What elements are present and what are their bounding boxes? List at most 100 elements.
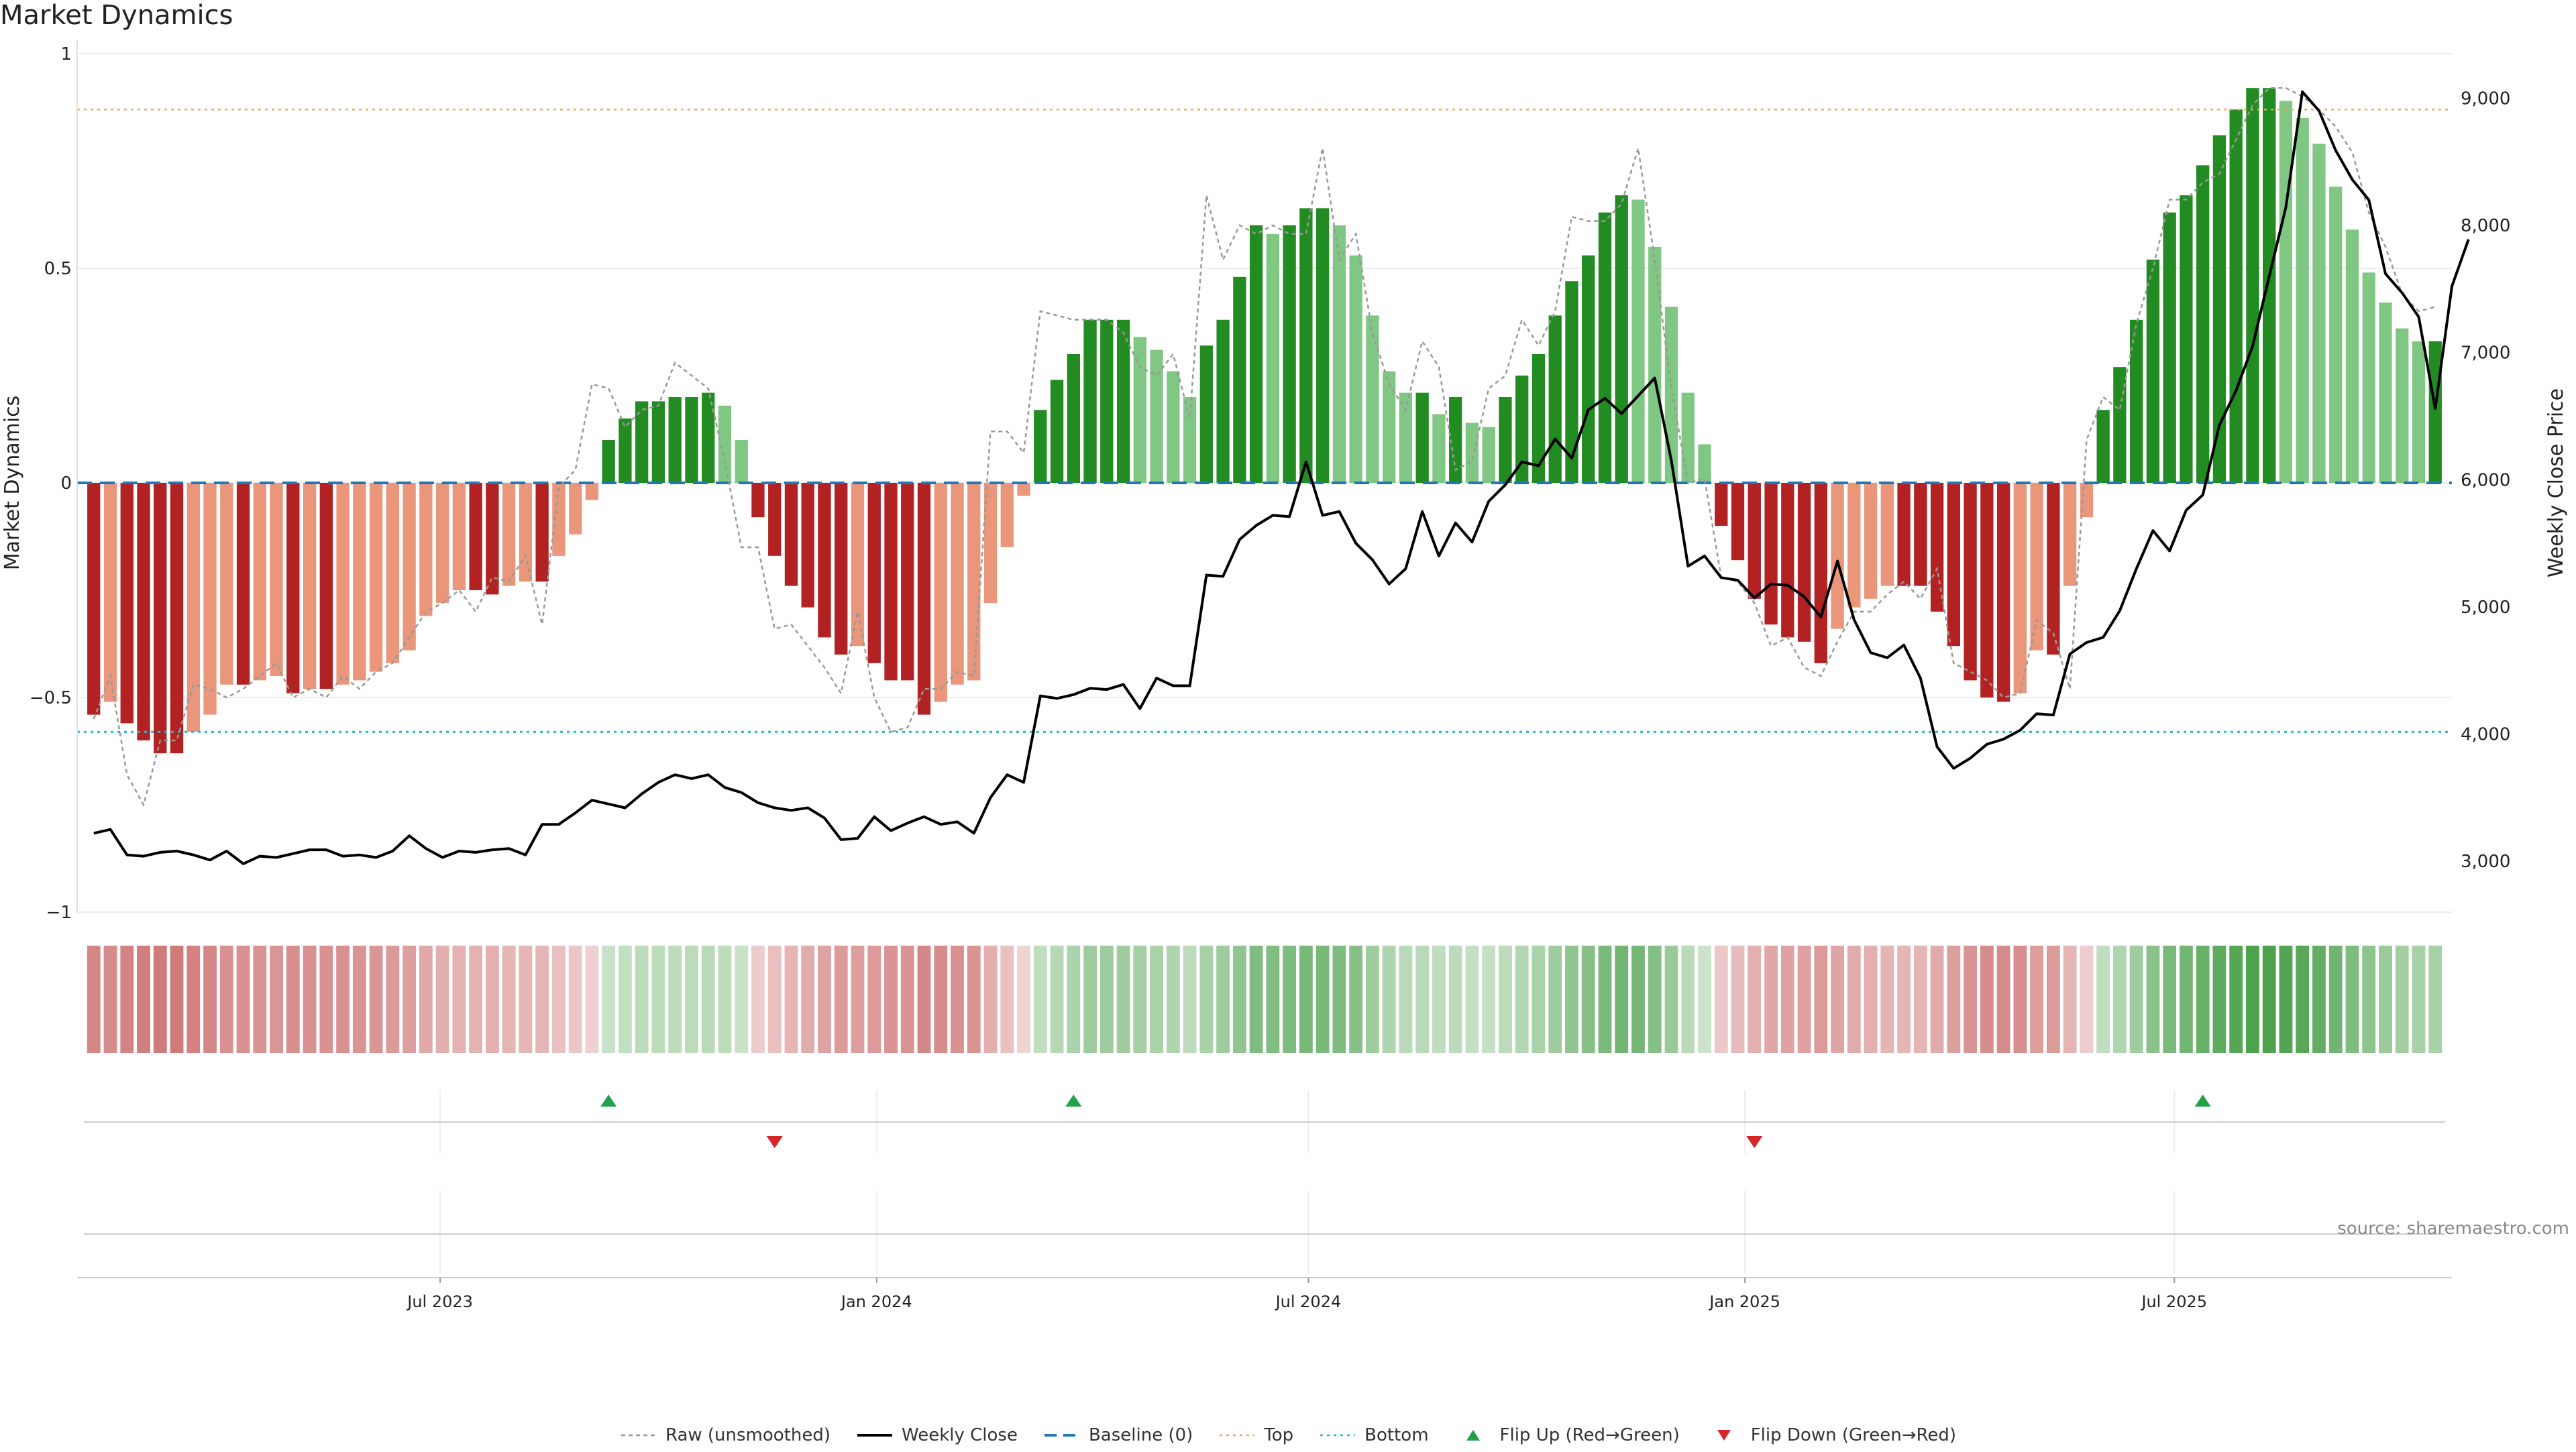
bar [1150, 349, 1163, 483]
heat-cell [1316, 946, 1330, 1053]
bar [2296, 118, 2309, 483]
legend: Raw (unsmoothed) Weekly Close Baseline (0)… [0, 1418, 2576, 1452]
heat-cell [1631, 946, 1645, 1053]
bar [1847, 483, 1861, 608]
bar [336, 483, 350, 685]
heat-cell [419, 946, 433, 1053]
bar [419, 483, 433, 616]
bar [1548, 315, 1562, 483]
heat-cell [270, 946, 283, 1053]
heat-cell [2013, 946, 2027, 1053]
flip-up-marker [600, 1095, 617, 1107]
bar [154, 483, 167, 754]
heat-cell [1615, 946, 1629, 1053]
axes: Jul 2023 Jan 2024 Jul 2024 Jan 2025 Jul 2025… [1, 40, 2568, 1311]
heat-cell [1581, 946, 1595, 1053]
bar [1000, 483, 1014, 547]
bar [203, 483, 217, 715]
bar [1067, 354, 1080, 483]
heat-cell [1681, 946, 1695, 1053]
bar [1996, 483, 2010, 702]
heat-cell [1349, 946, 1363, 1053]
bar [386, 483, 400, 663]
heat-cell [1465, 946, 1479, 1053]
heat-cell [767, 946, 782, 1053]
bar [1283, 225, 1296, 483]
bar [2263, 88, 2276, 483]
heat-cell [619, 946, 632, 1053]
heat-cell [701, 946, 715, 1053]
heat-cell [735, 946, 749, 1053]
bar [1415, 392, 1429, 483]
heat-cell [1780, 946, 1794, 1053]
heat-cell [2112, 946, 2127, 1053]
heat-cell [568, 946, 582, 1053]
heat-cell [751, 946, 765, 1053]
bar [519, 483, 533, 582]
bar [1764, 483, 1778, 625]
heat-cell [2096, 946, 2110, 1053]
heat-cell [552, 946, 566, 1053]
bar [884, 483, 898, 681]
bars-layer [87, 88, 2442, 754]
legend-swatch [857, 1434, 893, 1437]
y-tick-label: 1 [60, 44, 72, 64]
heat-cell [2328, 946, 2343, 1053]
heat-cell [2180, 946, 2193, 1053]
bar [867, 483, 881, 663]
heat-cell [2262, 946, 2276, 1053]
heat-cell [1913, 946, 1927, 1053]
heat-cell [1548, 946, 1562, 1053]
bar [2428, 341, 2442, 483]
heat-cell [1797, 946, 1811, 1053]
heat-cell [435, 946, 449, 1053]
bar [784, 483, 798, 586]
heat-cell [1598, 946, 1612, 1053]
bar [1216, 319, 1230, 483]
heat-cell [1150, 946, 1163, 1053]
heat-cell [1482, 946, 1496, 1053]
bar [2129, 319, 2143, 483]
heat-cell [402, 946, 417, 1053]
heat-cell [303, 946, 317, 1053]
heat-cell [2212, 946, 2226, 1053]
bar [735, 440, 748, 483]
bar [552, 483, 566, 556]
bar [220, 483, 233, 685]
bar [569, 483, 582, 535]
heat-cell [1648, 946, 1662, 1053]
legend-swatch [1466, 1430, 1480, 1441]
legend-swatch [1717, 1430, 1731, 1441]
heat-cell [1299, 946, 1313, 1053]
bar [286, 483, 300, 693]
bar [702, 392, 715, 483]
heat-cell [718, 946, 732, 1053]
heat-cell [1067, 946, 1081, 1053]
x-tick-label: Jan 2025 [1708, 1292, 1780, 1311]
bar [2212, 135, 2226, 484]
heat-cell [103, 946, 117, 1053]
heat-cell [2046, 946, 2060, 1053]
bar [1980, 483, 1994, 697]
bar [718, 405, 732, 483]
heat-cell [784, 946, 798, 1053]
y2-tick-label: 9,000 [2461, 89, 2510, 109]
legend-label: Weekly Close [902, 1425, 1018, 1445]
heat-cell [253, 946, 267, 1053]
heat-cell [585, 946, 599, 1053]
heat-cell [1515, 946, 1529, 1053]
heat-cell [1199, 946, 1214, 1053]
legend-item: Raw (unsmoothed) [620, 1425, 830, 1445]
bar [1698, 444, 1711, 483]
legend-label: Flip Down (Green→Red) [1750, 1425, 1957, 1445]
bar [2030, 483, 2043, 651]
bar [353, 483, 366, 681]
heat-cell [934, 946, 948, 1053]
legend-label: Raw (unsmoothed) [665, 1425, 831, 1445]
bar [87, 483, 101, 715]
heat-cell [1216, 946, 1230, 1053]
heat-cell [170, 946, 184, 1053]
bar [1914, 483, 1927, 586]
heat-cell [1000, 946, 1014, 1053]
